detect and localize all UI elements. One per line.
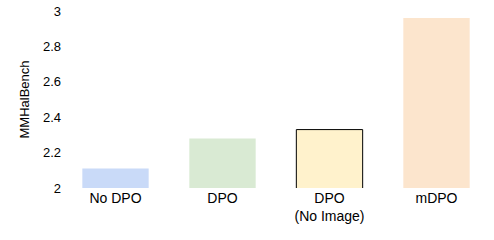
svg-text:DPO: DPO xyxy=(207,190,237,206)
svg-text:2.6: 2.6 xyxy=(43,74,61,89)
svg-text:mDPO: mDPO xyxy=(416,190,458,206)
svg-text:3: 3 xyxy=(54,4,61,19)
svg-text:2.2: 2.2 xyxy=(43,145,61,160)
svg-text:MMHalBench: MMHalBench xyxy=(17,60,32,138)
svg-text:2: 2 xyxy=(54,181,61,196)
svg-text:No DPO: No DPO xyxy=(89,190,141,206)
svg-text:DPO(No Image): DPO(No Image) xyxy=(294,190,364,224)
svg-text:2.8: 2.8 xyxy=(43,39,61,54)
svg-text:2.4: 2.4 xyxy=(43,110,61,125)
